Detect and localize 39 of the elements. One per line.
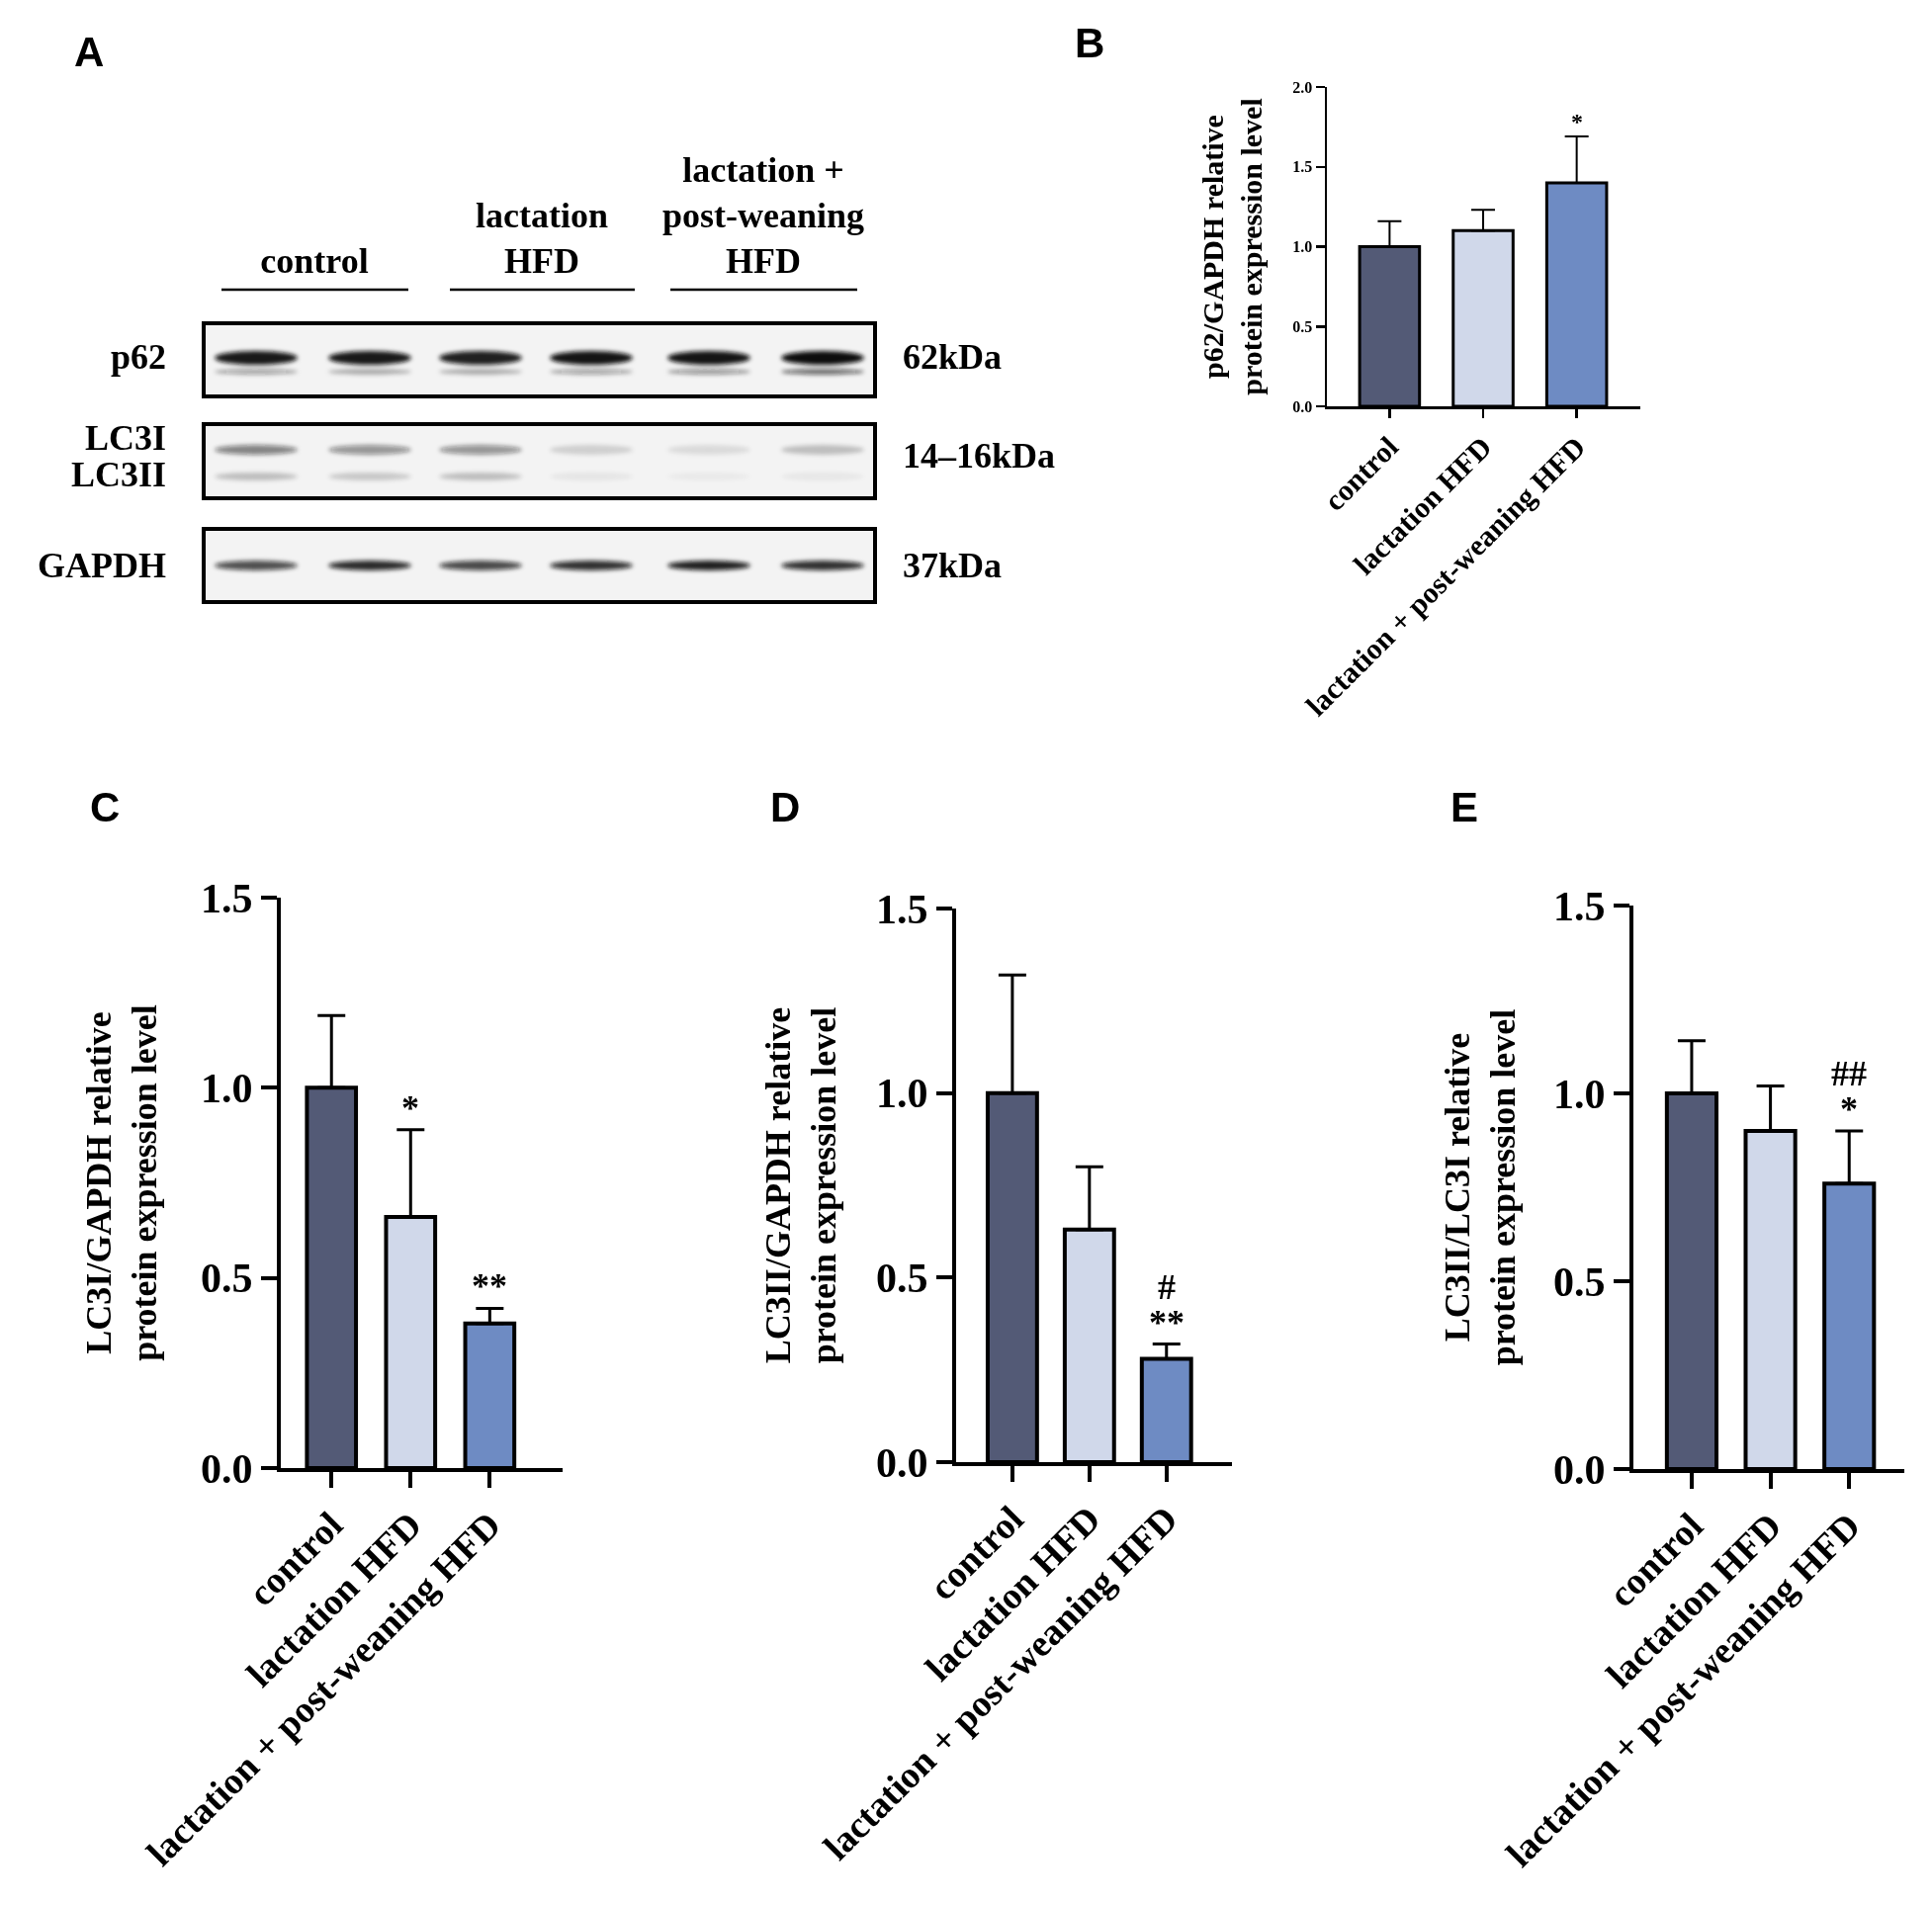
text: 37kDa xyxy=(903,546,1003,585)
y-tick-label: 1.5 xyxy=(1292,158,1313,176)
y-tick-label: 1.5 xyxy=(201,875,253,921)
y-axis-title: LC3II/GAPDH relative protein expression level xyxy=(757,1006,844,1364)
y-tick-label: 1.0 xyxy=(201,1066,253,1112)
y-tick-label: 0.5 xyxy=(876,1256,928,1302)
y-tick-label: 1.5 xyxy=(1553,883,1606,929)
y-tick-label: 1.5 xyxy=(876,886,928,932)
text: GAPDH xyxy=(38,546,166,585)
y-tick-label: 1.0 xyxy=(1292,238,1313,256)
y-tick-label: 0.0 xyxy=(1553,1446,1606,1493)
text: A xyxy=(74,29,105,75)
y-axis-title: LC3I/GAPDH relative protein expression level xyxy=(78,1004,165,1361)
text: control xyxy=(259,240,370,283)
chart-title: B xyxy=(1075,20,1105,66)
chart-title: E xyxy=(1450,784,1479,830)
y-tick-label: 0.5 xyxy=(1292,317,1313,335)
y-tick-label: 1.0 xyxy=(1553,1071,1606,1117)
text: 62kDa xyxy=(903,337,1003,377)
text: lactation + post-weaning HFD xyxy=(661,149,865,283)
y-axis-title: p62/GAPDH relative protein expression level xyxy=(1196,98,1269,395)
text: p62 xyxy=(110,337,166,377)
text: LC3II xyxy=(70,455,166,494)
annotation: * xyxy=(401,1088,419,1128)
y-axis-title: LC3II/LC3I relative protein expression level xyxy=(1437,1008,1524,1366)
chart-title: D xyxy=(770,784,801,830)
annotation: ** xyxy=(472,1266,507,1306)
y-tick-label: 0.0 xyxy=(876,1439,928,1486)
y-tick-label: 0.0 xyxy=(201,1445,253,1492)
y-tick-label: 1.0 xyxy=(876,1071,928,1117)
chart-title: C xyxy=(90,784,121,830)
text: lactation HFD xyxy=(475,195,609,283)
y-tick-label: 0.0 xyxy=(1292,397,1313,415)
annotation: * xyxy=(1571,109,1583,134)
y-tick-label: 2.0 xyxy=(1292,78,1313,96)
y-tick-label: 0.5 xyxy=(1553,1258,1606,1305)
text: LC3I xyxy=(84,418,166,458)
y-tick-label: 0.5 xyxy=(201,1256,253,1302)
text: 14–16kDa xyxy=(903,436,1056,476)
